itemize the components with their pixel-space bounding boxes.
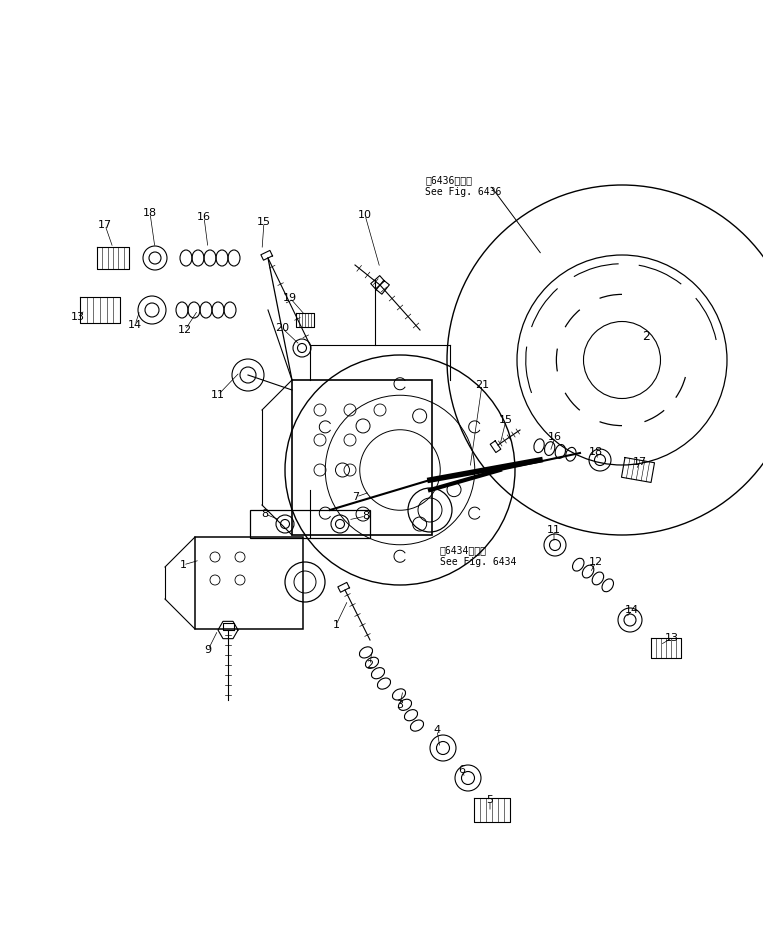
Text: 13: 13 <box>71 312 85 322</box>
Text: 17: 17 <box>633 457 647 467</box>
Text: 1: 1 <box>333 620 340 630</box>
Text: 16: 16 <box>548 432 562 442</box>
Text: 15: 15 <box>257 217 271 227</box>
Text: 18: 18 <box>143 208 157 218</box>
Text: 8: 8 <box>362 511 369 521</box>
Text: 11: 11 <box>211 390 225 400</box>
Text: 10: 10 <box>358 210 372 220</box>
Text: 16: 16 <box>197 212 211 222</box>
Text: 2: 2 <box>366 660 374 670</box>
Text: 9: 9 <box>204 645 211 655</box>
Text: 7: 7 <box>353 492 359 502</box>
Text: 20: 20 <box>275 323 289 333</box>
Text: 14: 14 <box>625 605 639 615</box>
Bar <box>250 510 370 538</box>
Text: 13: 13 <box>665 633 679 643</box>
Text: 5: 5 <box>487 795 494 805</box>
Text: 15: 15 <box>499 415 513 425</box>
Text: 4: 4 <box>433 725 440 735</box>
Text: 17: 17 <box>98 220 112 230</box>
Text: 2: 2 <box>642 330 650 343</box>
Text: 3: 3 <box>397 700 404 710</box>
Text: 第6436図参照
See Fig. 6436: 第6436図参照 See Fig. 6436 <box>425 175 501 197</box>
Text: 19: 19 <box>283 293 297 303</box>
Text: 11: 11 <box>547 525 561 535</box>
Text: 12: 12 <box>178 325 192 335</box>
Text: 21: 21 <box>475 380 489 390</box>
Text: 14: 14 <box>128 320 142 330</box>
Text: 第6434図参照
See Fig. 6434: 第6434図参照 See Fig. 6434 <box>440 545 517 566</box>
Bar <box>195 537 303 629</box>
Text: 18: 18 <box>589 447 603 457</box>
Text: 12: 12 <box>589 557 603 567</box>
Text: 1: 1 <box>179 560 186 570</box>
Text: 8: 8 <box>262 509 269 519</box>
Text: 6: 6 <box>459 765 465 775</box>
Bar <box>292 380 432 535</box>
